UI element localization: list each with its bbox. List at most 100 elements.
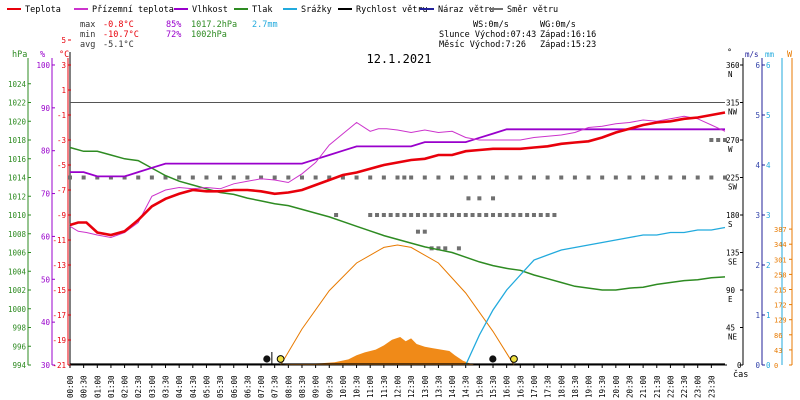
wind-direction-point: [443, 246, 448, 251]
wind-direction-point: [572, 175, 577, 180]
stats-avg-label: avg: [80, 40, 95, 50]
wind-direction-point: [381, 213, 386, 218]
x-tick-label: 08:30: [298, 375, 307, 398]
temp-tick-label: 5: [61, 36, 66, 45]
wind-direction-point: [497, 213, 502, 218]
x-tick-label: 15:30: [489, 375, 498, 398]
wind-direction-point: [627, 175, 632, 180]
x-tick-label: 11:00: [366, 375, 375, 398]
mm-tick-label: 6: [766, 61, 771, 70]
hpa-tick-label: 1004: [8, 267, 27, 276]
sun-tick-label: 344: [774, 241, 787, 249]
dir-compass-label: NE: [728, 333, 738, 342]
precipitation-line: [465, 226, 726, 366]
plot-area: [68, 111, 727, 366]
wind-direction-point: [395, 175, 400, 180]
wind-direction-point: [368, 213, 373, 218]
pct-tick-label: 40: [41, 318, 51, 327]
wind-direction-point: [415, 229, 420, 234]
wind-direction-point: [477, 175, 482, 180]
x-tick-label: 16:30: [516, 375, 525, 398]
x-tick-label: 17:00: [530, 375, 539, 398]
legend-label-0: Teplota: [25, 5, 61, 15]
temp-tick-label: -11: [52, 236, 66, 245]
x-tick-label: 06:30: [243, 375, 252, 398]
stats-min-humidity: 72%: [166, 30, 181, 40]
wind-direction-point: [613, 175, 618, 180]
wind-direction-point: [415, 213, 420, 218]
wind-direction-point: [95, 175, 100, 180]
dir-tick-label: 225: [726, 174, 740, 183]
wind-direction-point: [511, 213, 516, 218]
wind-direction-point: [409, 213, 414, 218]
wind-direction-point: [654, 175, 659, 180]
wind-direction-point: [149, 175, 154, 180]
dir-tick-label: 0: [737, 361, 742, 370]
wind-direction-point: [723, 138, 727, 143]
wind-direction-point: [518, 213, 523, 218]
x-tick-label: 22:30: [680, 375, 689, 398]
wind-direction-point: [395, 213, 400, 218]
x-tick-label: 05:30: [216, 375, 225, 398]
stats-wind-gust: WG:0m/s: [540, 20, 576, 30]
wind-direction-point: [682, 175, 687, 180]
hpa-tick-label: 1000: [8, 305, 27, 314]
pct-tick-label: 90: [41, 104, 51, 113]
wind-direction-point: [466, 196, 471, 201]
wind-direction-point: [368, 175, 373, 180]
x-tick-label: 13:30: [434, 375, 443, 398]
wind-direction-point: [504, 175, 509, 180]
hpa-tick-label: 996: [12, 342, 26, 351]
temp-tick-label: 3: [61, 61, 66, 70]
wind-direction-point: [470, 213, 475, 218]
sun-tick-label: 172: [774, 302, 787, 310]
wind-direction-point: [375, 213, 380, 218]
sun-unit-label: W: [787, 50, 793, 60]
axes: 9949969981000100210041006100810101012101…: [8, 36, 793, 398]
wind-direction-point: [136, 175, 141, 180]
stats-sun-rise: Slunce Východ:07:43: [439, 30, 536, 40]
hpa-tick-label: 1010: [8, 211, 27, 220]
wind-direction-point: [409, 175, 414, 180]
stats-max-temp: -0.8°C: [103, 20, 134, 30]
x-tick-label: 01:30: [107, 375, 116, 398]
hpa-unit-label: hPa: [12, 50, 27, 60]
wind-direction-point: [491, 175, 496, 180]
dir-compass-label: E: [728, 295, 733, 304]
wind-direction-point: [334, 213, 339, 218]
dir-compass-label: SE: [728, 258, 738, 267]
dir-tick-label: 360: [726, 61, 740, 70]
stats-min-temp: -10.7°C: [103, 30, 139, 40]
wind-direction-point: [259, 175, 264, 180]
stats-max-humidity: 85%: [166, 20, 181, 30]
legend-label-1: Přízemní teplota: [92, 5, 174, 15]
hpa-tick-label: 994: [12, 361, 26, 370]
wind-direction-point: [531, 213, 536, 218]
x-tick-label: 00:00: [66, 375, 75, 398]
wind-direction-point: [463, 175, 468, 180]
wind-direction-point: [545, 175, 550, 180]
x-tick-label: 19:30: [598, 375, 607, 398]
wind-direction-point: [463, 213, 468, 218]
dir-tick-label: 180: [726, 211, 740, 220]
wind-direction-point: [450, 213, 455, 218]
wind-direction-point: [163, 175, 168, 180]
wind-direction-point: [204, 175, 209, 180]
wind-direction-point: [190, 175, 195, 180]
dir-compass-label: N: [728, 70, 733, 79]
mm-tick-label: 2: [766, 261, 771, 270]
wind-direction-point: [68, 175, 72, 180]
wind-direction-point: [531, 175, 536, 180]
wind-direction-point: [245, 175, 250, 180]
pressure-line: [69, 146, 726, 291]
dir-compass-label: NW: [728, 108, 738, 117]
ms-tick-label: 2: [755, 261, 760, 270]
x-tick-label: 16:00: [503, 375, 512, 398]
mm-unit-label: mm: [765, 50, 775, 59]
chart-title: 12.1.2021: [366, 52, 431, 66]
ms-tick-label: 4: [755, 161, 760, 170]
temp-tick-label: -15: [52, 286, 66, 295]
x-tick-label: 03:00: [148, 375, 157, 398]
